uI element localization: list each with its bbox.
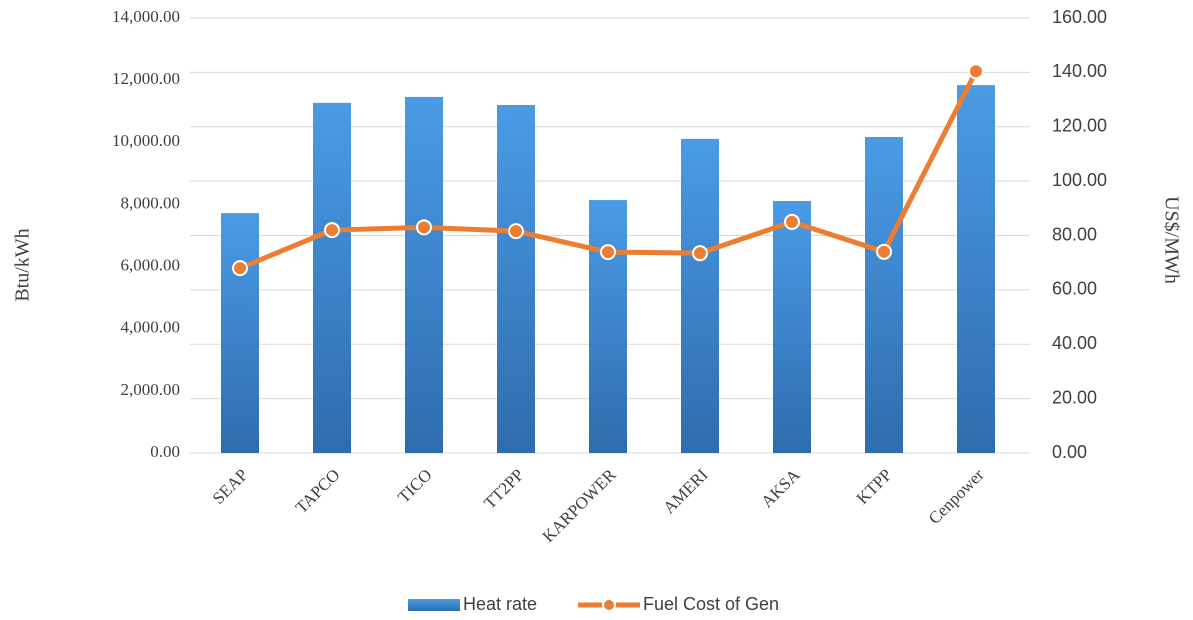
line-point (876, 243, 892, 260)
bar (865, 137, 903, 453)
y2-tick-label: 160.00 (1052, 7, 1107, 27)
bar (957, 85, 995, 453)
y2-tick-label: 60.00 (1052, 279, 1097, 299)
y2-tick-label: 120.00 (1052, 116, 1107, 136)
x-tick-label: TAPCO (292, 465, 344, 517)
x-tick-label: AMERI (659, 465, 711, 517)
legend-swatch-dot (602, 598, 616, 612)
y-axis-title: Btu/kWh (12, 228, 34, 301)
line-point (600, 244, 616, 261)
bar (221, 213, 259, 453)
y-tick-label: 2,000.00 (121, 380, 181, 399)
x-tick-label: SEAP (209, 465, 252, 508)
line-point (324, 222, 340, 239)
y2-tick-label: 140.00 (1052, 61, 1107, 81)
x-tick-label: TT2PP (480, 465, 528, 513)
y-tick-label: 4,000.00 (121, 318, 181, 337)
y-tick-label: 6,000.00 (121, 255, 181, 274)
y2-tick-label: 0.00 (1052, 442, 1087, 462)
bar (405, 96, 443, 454)
y2-tick-label: 100.00 (1052, 170, 1107, 190)
y2-tick-label: 20.00 (1052, 387, 1097, 407)
y-tick-label: 10,000.00 (112, 131, 180, 150)
x-tick-label: AKSA (757, 465, 804, 512)
line-point (784, 213, 800, 230)
bar (497, 105, 535, 453)
y2-tick-label: 80.00 (1052, 224, 1097, 244)
line-point (508, 223, 524, 240)
line-point (416, 219, 432, 236)
x-tick-label: TICO (394, 465, 435, 506)
y-tick-label: 8,000.00 (121, 193, 181, 212)
line-point (692, 245, 708, 262)
y2-tick-label: 40.00 (1052, 333, 1097, 353)
bar (773, 201, 811, 453)
line-point (968, 63, 984, 80)
y-tick-label: 12,000.00 (112, 69, 180, 88)
bar (313, 102, 351, 453)
line-point (232, 260, 248, 277)
legend-swatch (408, 599, 460, 611)
bar (589, 200, 627, 453)
y-tick-label: 0.00 (150, 442, 180, 461)
x-tick-label: Cenpower (925, 465, 988, 528)
y2-axis-title: US$/MWh (1160, 196, 1182, 284)
x-tick-label: KARPOWER (539, 465, 620, 546)
x-tick-label: KTPP (853, 465, 896, 508)
y-tick-label: 14,000.00 (112, 7, 180, 26)
bar (681, 138, 719, 453)
legend-label: Fuel Cost of Gen (643, 594, 779, 614)
legend-label: Heat rate (463, 594, 537, 614)
